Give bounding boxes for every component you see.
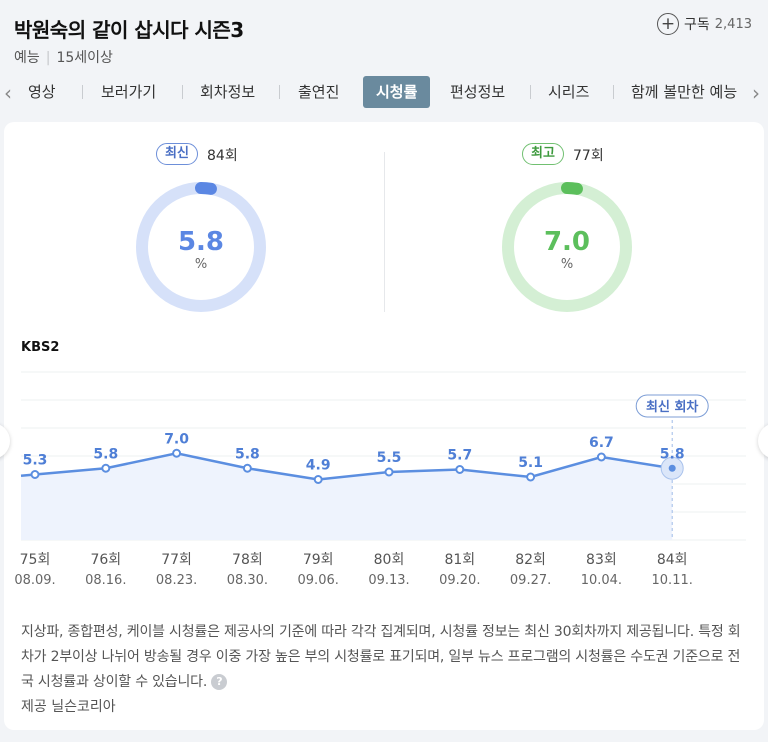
- tab-track: 영상 보러가기 회차정보 출연진 시청률 편성정보 시리즈 함께 볼만한 예능: [20, 73, 746, 111]
- tab-watch[interactable]: 보러가기: [101, 83, 157, 101]
- x-tick-episode: 80회: [374, 552, 405, 568]
- program-header: 박원숙의 같이 삽시다 시즌3 예능 | 15세이상 + 구독 2,413 ‹ 영상…: [0, 0, 768, 118]
- ratings-notice: 지상파, 종합편성, 케이블 시청률은 제공사의 기준에 따라 각각 집계되며,…: [21, 620, 745, 695]
- channel-label: KBS2: [21, 340, 60, 355]
- chevron-left-icon[interactable]: ‹: [4, 81, 12, 105]
- data-point: [384, 467, 394, 477]
- x-tick-episode: 79회: [303, 552, 334, 568]
- chevron-right-icon[interactable]: ›: [752, 81, 760, 105]
- x-tick-date: 08.30.: [227, 573, 268, 588]
- tab-divider: [82, 85, 83, 99]
- tab-video[interactable]: 영상: [28, 83, 56, 101]
- program-meta: 예능 | 15세이상: [14, 47, 113, 67]
- tab-series[interactable]: 시리즈: [548, 83, 590, 101]
- x-tick-date: 10.11.: [652, 573, 693, 588]
- x-tick-episode: 77회: [161, 552, 192, 568]
- x-tick-date: 08.09.: [14, 573, 55, 588]
- highest-rating-unit: %: [560, 257, 574, 272]
- gauge-divider: [384, 152, 385, 312]
- x-tick-episode: 84회: [657, 552, 688, 568]
- tab-episodes[interactable]: 회차정보: [200, 83, 256, 101]
- tab-recommended[interactable]: 함께 볼만한 예능: [631, 83, 738, 101]
- latest-episode-bubble-label: 최신 회차: [646, 399, 698, 415]
- ratings-card: 최신 84회 5.8 % 최고 77회 7.0 % KBS2 5.3 75회 08.…: [4, 122, 764, 730]
- data-label: 6.7: [589, 435, 614, 451]
- tab-bar: ‹ 영상 보러가기 회차정보 출연진 시청률 편성정보 시리즈 함께 볼만한 예…: [0, 73, 768, 111]
- highest-episode: 77회: [573, 148, 604, 164]
- highest-badge: 최고: [522, 143, 564, 165]
- data-provider: 제공 닐슨코리아: [21, 699, 116, 715]
- data-label: 5.8: [93, 446, 118, 462]
- data-label: 5.8: [235, 446, 260, 462]
- chart-scroll-left-button[interactable]: [0, 423, 10, 459]
- plus-icon: +: [657, 13, 680, 35]
- x-tick-episode: 78회: [232, 552, 263, 568]
- x-tick-episode: 76회: [90, 552, 121, 568]
- x-tick-date: 10.04.: [581, 573, 622, 588]
- tab-cast[interactable]: 출연진: [298, 83, 340, 101]
- meta-divider: |: [45, 50, 51, 66]
- x-tick-date: 09.20.: [439, 573, 480, 588]
- ratings-line-chart: 5.3 75회 08.09. 5.8 76회 08.16. 7.0 77회 08.23. 5.8 7…: [14, 371, 746, 588]
- tab-schedule[interactable]: 편성정보: [450, 83, 506, 101]
- subscribe-button[interactable]: + 구독 2,413: [657, 12, 752, 36]
- notice-text: 지상파, 종합편성, 케이블 시청률은 제공사의 기준에 따라 각각 집계되며,…: [21, 624, 741, 690]
- data-point: [526, 472, 536, 482]
- subscriber-count: 2,413: [714, 16, 752, 32]
- genre-label: 예능: [14, 50, 40, 66]
- x-tick-date: 09.13.: [368, 573, 409, 588]
- highest-rating-value: 7.0: [543, 227, 591, 257]
- data-point: [30, 470, 40, 479]
- x-tick-episode: 75회: [20, 552, 51, 568]
- latest-rating-gauge: [136, 182, 266, 312]
- data-label: 5.7: [447, 448, 472, 464]
- tab-ratings[interactable]: 시청률: [363, 76, 431, 108]
- data-label: 5.1: [518, 455, 543, 471]
- tab-divider: [182, 85, 183, 99]
- rating-gauges: 최신 84회 5.8 % 최고 77회 7.0 %: [4, 122, 764, 322]
- subscribe-label: 구독: [684, 17, 710, 33]
- x-tick-date: 08.23.: [156, 573, 197, 588]
- latest-rating-value: 5.8: [177, 227, 225, 257]
- x-tick-episode: 82회: [515, 552, 546, 568]
- data-label: 4.9: [306, 458, 331, 474]
- latest-badge: 최신: [156, 143, 198, 165]
- x-tick-episode: 81회: [444, 552, 475, 568]
- data-point: [242, 463, 252, 473]
- data-label: 7.0: [164, 431, 189, 447]
- x-tick-episode: 83회: [586, 552, 617, 568]
- data-point: [455, 465, 465, 474]
- latest-rating-unit: %: [194, 257, 208, 272]
- x-tick-date: 08.16.: [85, 573, 126, 588]
- latest-episode: 84회: [207, 148, 238, 164]
- program-title[interactable]: 박원숙의 같이 삽시다 시즌3: [14, 18, 244, 42]
- data-point: [101, 463, 111, 473]
- latest-episode-bubble: [635, 394, 709, 418]
- data-point: [596, 452, 606, 462]
- data-label: 5.5: [377, 450, 402, 466]
- data-point: [668, 464, 676, 472]
- data-point: [313, 475, 323, 484]
- data-point: [172, 448, 182, 458]
- chart-scroll-right-button[interactable]: [758, 423, 768, 459]
- data-label: 5.3: [23, 453, 48, 469]
- gauge-arc: [502, 182, 632, 312]
- help-icon[interactable]: ?: [211, 674, 228, 690]
- tab-divider: [613, 85, 614, 99]
- x-tick-date: 09.27.: [510, 573, 551, 588]
- gauge-arc: [136, 182, 266, 312]
- age-rating-label: 15세이상: [56, 50, 113, 66]
- tab-divider: [530, 85, 531, 99]
- x-tick-date: 09.06.: [298, 573, 339, 588]
- highest-rating-gauge: [502, 182, 632, 312]
- data-label: 5.8: [660, 446, 685, 462]
- tab-divider: [279, 85, 280, 99]
